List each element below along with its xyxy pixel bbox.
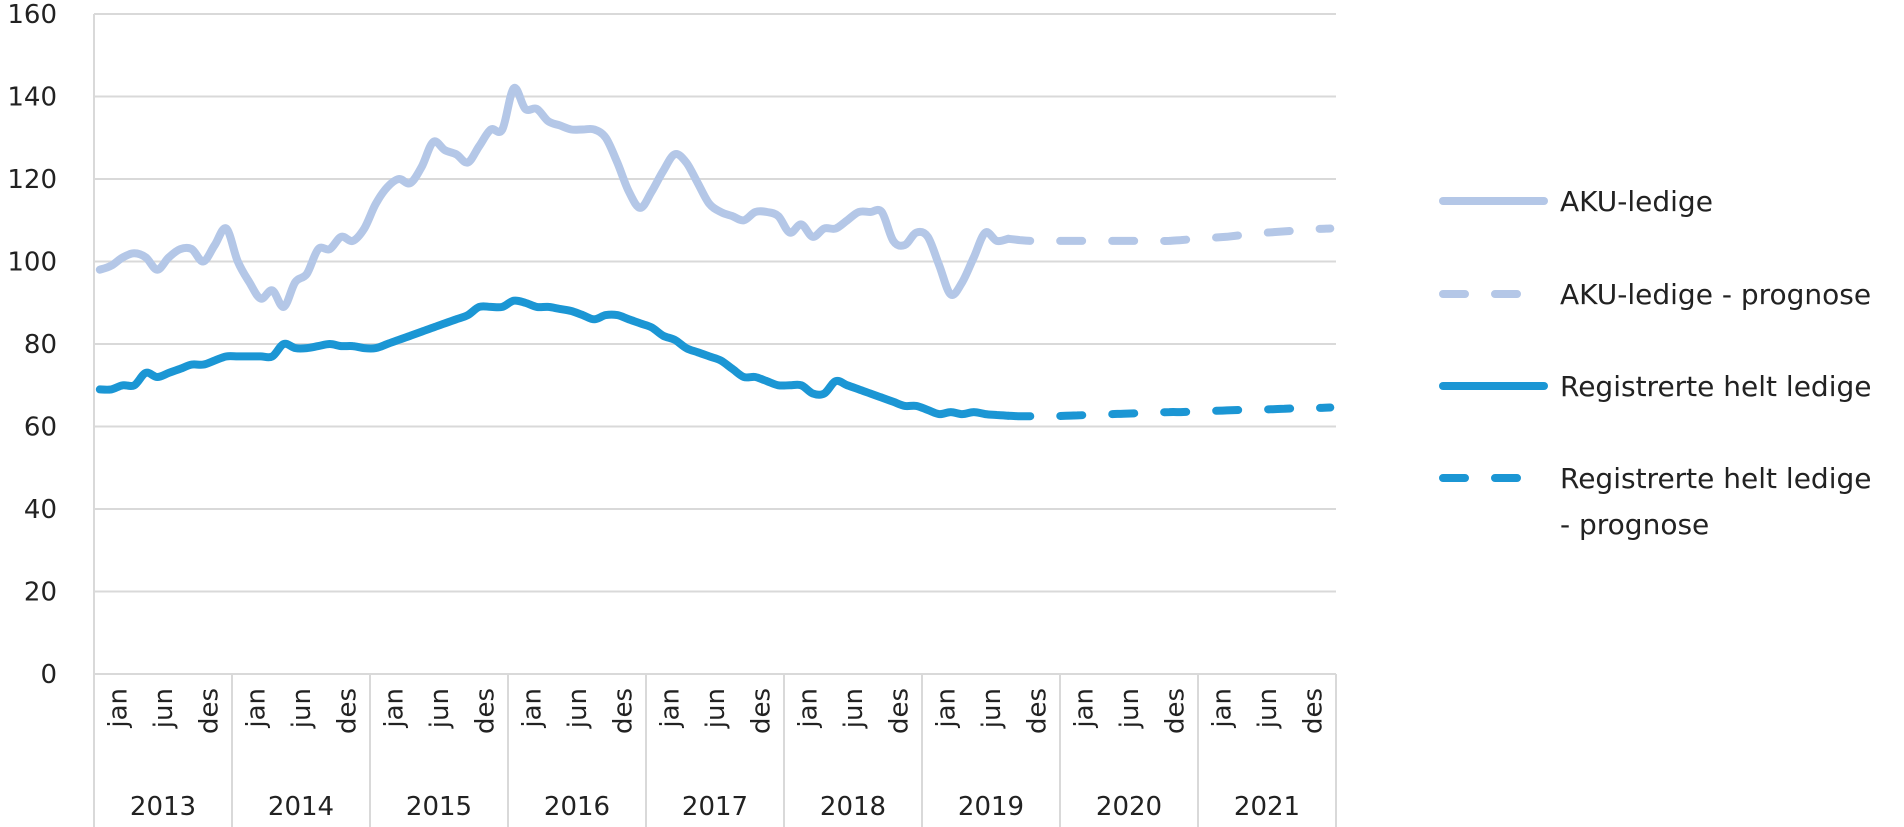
year-label: 2016 (544, 792, 610, 822)
month-tick-label: jun (149, 688, 179, 729)
month-tick-label: des (609, 688, 639, 734)
series-line-aku-ledige-prognose (1004, 224, 1335, 245)
month-tick-label: des (1161, 688, 1191, 734)
month-tick-label: jan (518, 688, 548, 729)
month-tick-label: des (471, 688, 501, 734)
month-tick-label: jan (794, 688, 824, 729)
year-label: 2015 (406, 792, 472, 822)
month-tick-label: jan (242, 688, 272, 729)
month-tick-label: des (885, 688, 915, 734)
year-label: 2013 (130, 792, 196, 822)
month-tick-label: des (333, 688, 363, 734)
month-tick-label: jan (380, 688, 410, 729)
month-tick-label: jun (839, 688, 869, 729)
legend-label: AKU-ledige - prognose (1560, 278, 1871, 311)
series-line-aku-ledige (95, 84, 1013, 311)
legend-label: Registrerte helt ledige (1560, 370, 1871, 403)
y-tick-label: 0 (40, 660, 57, 690)
month-tick-label: des (1299, 688, 1329, 734)
month-tick-label: jun (977, 688, 1007, 729)
month-tick-label: jan (1070, 688, 1100, 729)
month-tick-label: jun (563, 688, 593, 729)
year-label: 2021 (1234, 792, 1300, 822)
series-lines (95, 84, 1335, 421)
year-label: 2019 (958, 792, 1024, 822)
y-tick-label: 60 (24, 413, 57, 443)
y-tick-label: 120 (7, 165, 57, 195)
y-axis-tick-labels: 0 20 40 60 80 100 120 140 160 (7, 0, 57, 690)
y-tick-label: 80 (24, 330, 57, 360)
y-tick-label: 100 (7, 248, 57, 278)
year-label: 2018 (820, 792, 886, 822)
month-tick-label: des (747, 688, 777, 734)
month-tick-label: jun (287, 688, 317, 729)
month-tick-label: jun (425, 688, 455, 729)
month-tick-label: jun (1253, 688, 1283, 729)
month-tick-label: jan (104, 688, 134, 729)
series-line-registrerte-helt-ledige (95, 296, 1013, 420)
month-tick-label: jun (1115, 688, 1145, 729)
month-tick-label: jun (701, 688, 731, 729)
legend: AKU-ledige AKU-ledige - prognose Registrer… (1439, 185, 1871, 541)
y-tick-label: 140 (7, 83, 57, 113)
year-label: 2020 (1096, 792, 1162, 822)
series-line-registrerte-helt-ledige-prognose (1004, 403, 1335, 421)
month-tick-label: jan (1208, 688, 1238, 729)
legend-label: - prognose (1560, 508, 1709, 541)
year-label: 2014 (268, 792, 334, 822)
y-tick-label: 160 (7, 0, 57, 30)
legend-label: AKU-ledige (1560, 185, 1713, 218)
month-tick-label: des (195, 688, 225, 734)
month-tick-label: des (1023, 688, 1053, 734)
month-tick-label: jan (932, 688, 962, 729)
month-tick-label: jan (656, 688, 686, 729)
year-label: 2017 (682, 792, 748, 822)
legend-label: Registrerte helt ledige (1560, 462, 1871, 495)
y-tick-label: 40 (24, 495, 57, 525)
y-tick-label: 20 (24, 578, 57, 608)
